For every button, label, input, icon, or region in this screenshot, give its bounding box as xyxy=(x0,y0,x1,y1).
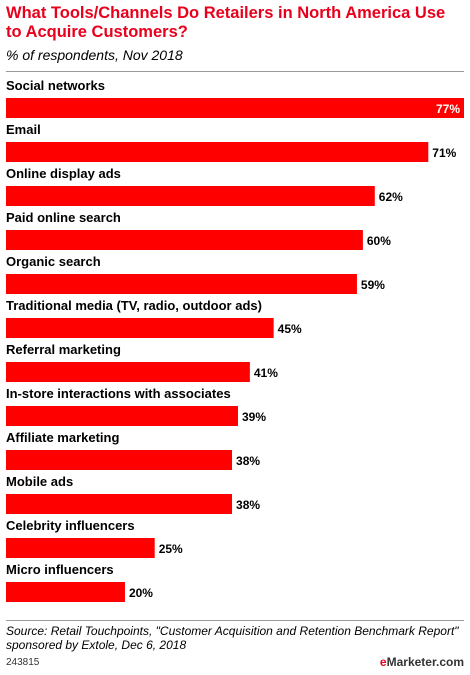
value-label: 71% xyxy=(432,146,456,160)
value-label: 20% xyxy=(129,586,153,600)
bar xyxy=(6,230,363,250)
category-label: Mobile ads xyxy=(6,474,73,489)
value-label: 38% xyxy=(236,498,260,512)
source-note: Source: Retail Touchpoints, "Customer Ac… xyxy=(6,624,459,652)
category-label: Email xyxy=(6,122,41,137)
value-label: 41% xyxy=(254,366,278,380)
category-label: Traditional media (TV, radio, outdoor ad… xyxy=(6,298,262,313)
bar xyxy=(6,362,250,382)
chart-id: 243815 xyxy=(6,657,40,668)
value-label: 62% xyxy=(379,190,403,204)
bar xyxy=(6,318,274,338)
bar xyxy=(6,274,357,294)
bar xyxy=(6,406,238,426)
category-label: Social networks xyxy=(6,78,105,93)
category-label: Referral marketing xyxy=(6,342,121,357)
value-label: 39% xyxy=(242,410,266,424)
chart-subtitle: % of respondents, Nov 2018 xyxy=(6,47,183,63)
bar xyxy=(6,494,233,514)
value-label: 25% xyxy=(159,542,183,556)
category-label: Micro influencers xyxy=(6,562,114,577)
bar xyxy=(6,538,155,558)
value-label: 60% xyxy=(367,234,391,248)
value-label: 45% xyxy=(278,322,302,336)
category-label: Celebrity influencers xyxy=(6,518,135,533)
category-label: Paid online search xyxy=(6,210,121,225)
value-label: 38% xyxy=(236,454,260,468)
bar-chart: Social networks 77% Email 71% Online display… xyxy=(6,78,464,602)
value-label: 77% xyxy=(436,102,460,116)
bottom-divider xyxy=(6,620,464,621)
bar xyxy=(6,98,464,118)
bar xyxy=(6,142,429,162)
brand-logo: eMarketer.com xyxy=(379,655,464,669)
category-label: In-store interactions with associates xyxy=(6,386,231,401)
category-label: Online display ads xyxy=(6,166,121,181)
chart-title: What Tools/Channels Do Retailers in Nort… xyxy=(6,4,446,41)
bar xyxy=(6,582,125,602)
category-label: Affiliate marketing xyxy=(6,430,119,445)
bar xyxy=(6,186,375,206)
bar xyxy=(6,450,233,470)
top-divider xyxy=(6,71,464,72)
category-label: Organic search xyxy=(6,254,101,269)
value-label: 59% xyxy=(361,278,385,292)
